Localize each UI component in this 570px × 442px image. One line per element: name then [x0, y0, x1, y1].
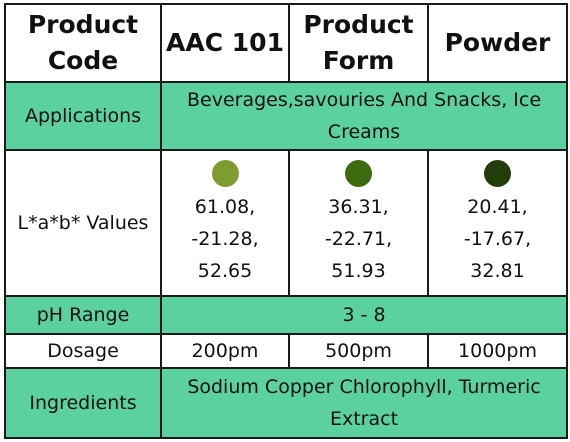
lab-a-value-3: -17.67, — [463, 227, 532, 250]
product-form-label: Product Form — [288, 3, 429, 83]
lab-a-value-1: -21.28, — [191, 227, 259, 250]
lab-b-value-3: 32.81 — [470, 259, 525, 282]
applications-label: Applications — [4, 81, 162, 151]
ph-range-label: pH Range — [4, 295, 162, 335]
lab-a-value-2: -22.71, — [324, 227, 393, 250]
product-code-value: AAC 101 — [160, 3, 290, 83]
dosage-row: Dosage 200pm 500pm 1000pm — [4, 333, 568, 369]
dosage-value-3: 1000pm — [427, 333, 568, 369]
product-code-label: Product Code — [4, 3, 162, 83]
lab-b-value-1: 52.65 — [197, 259, 253, 282]
spec-table: Product Code AAC 101 Product Form Powder… — [4, 3, 568, 439]
lab-b-value-2: 51.93 — [331, 259, 386, 282]
lab-l-value-2: 36.31, — [328, 195, 389, 218]
lab-sample-2: 36.31, -22.71, 51.93 — [288, 149, 429, 297]
lab-l-value-3: 20.41, — [467, 195, 528, 218]
lab-values-row: L*a*b* Values 61.08, -21.28, 52.65 36.31… — [4, 149, 568, 297]
dosage-value-2: 500pm — [288, 333, 429, 369]
dosage-value-1: 200pm — [160, 333, 290, 369]
lab-values-label: L*a*b* Values — [4, 149, 162, 297]
ingredients-label: Ingredients — [4, 367, 162, 439]
ingredients-value: Sodium Copper Chlorophyll, Turmeric Extr… — [160, 367, 568, 439]
product-form-value: Powder — [427, 3, 568, 83]
color-swatch-2 — [345, 159, 372, 187]
applications-value: Beverages,savouries And Snacks, Ice Crea… — [160, 81, 568, 151]
ph-range-row: pH Range 3 - 8 — [4, 295, 568, 335]
color-swatch-3 — [484, 159, 511, 187]
ph-range-value: 3 - 8 — [160, 295, 568, 335]
lab-sample-3: 20.41, -17.67, 32.81 — [427, 149, 568, 297]
applications-row: Applications Beverages,savouries And Sna… — [4, 81, 568, 151]
ingredients-row: Ingredients Sodium Copper Chlorophyll, T… — [4, 367, 568, 439]
color-swatch-1 — [211, 159, 239, 187]
lab-l-value-1: 61.08, — [194, 195, 256, 218]
lab-sample-1: 61.08, -21.28, 52.65 — [160, 149, 290, 297]
header-row: Product Code AAC 101 Product Form Powder — [4, 3, 568, 83]
dosage-label: Dosage — [4, 333, 162, 369]
